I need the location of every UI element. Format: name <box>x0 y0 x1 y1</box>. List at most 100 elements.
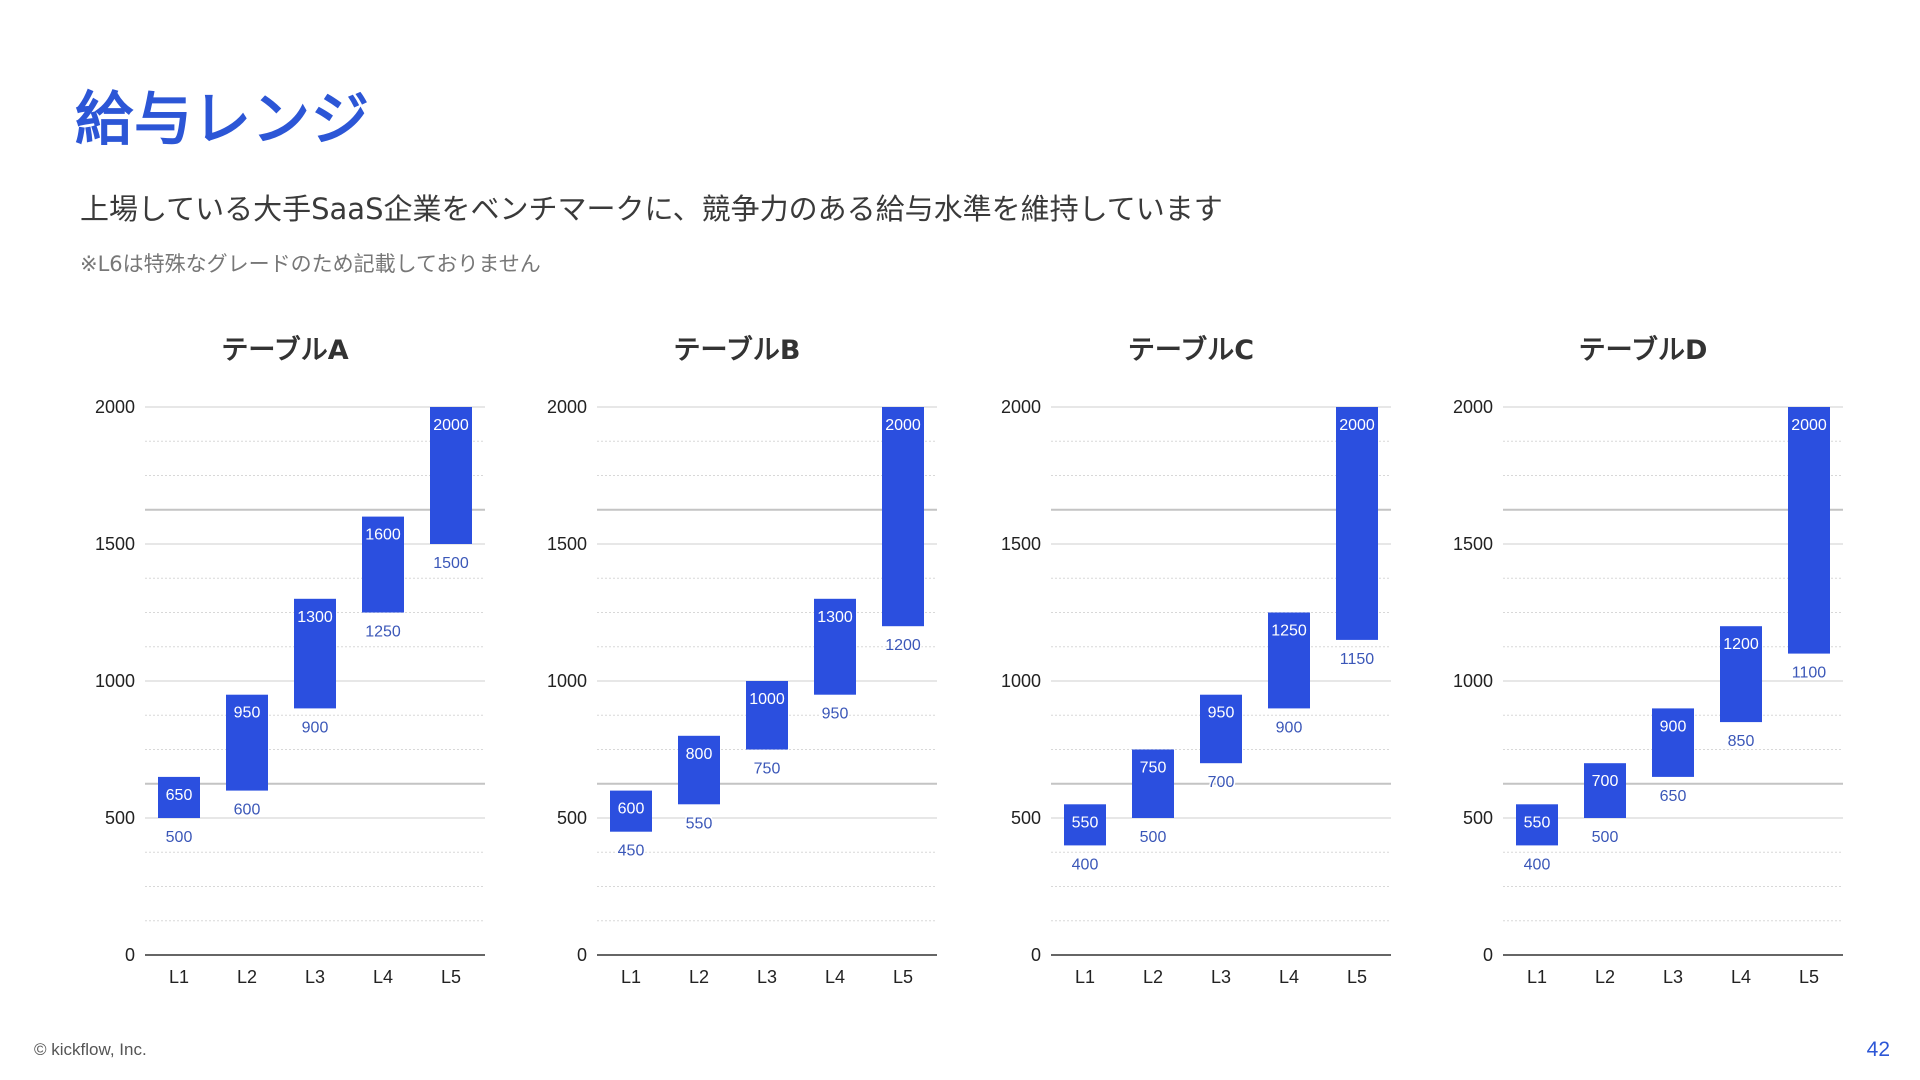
y-tick-label: 1500 <box>1001 534 1041 554</box>
range-bar <box>1200 694 1242 764</box>
y-tick-label: 0 <box>125 945 135 965</box>
max-value-label: 1300 <box>297 609 333 626</box>
min-value-label: 700 <box>1208 774 1235 791</box>
min-value-label: 900 <box>302 719 329 736</box>
range-bar <box>1268 612 1310 709</box>
max-value-label: 750 <box>1140 760 1167 777</box>
max-value-label: 2000 <box>1339 417 1375 434</box>
x-tick-label: L4 <box>1731 967 1751 987</box>
min-value-label: 500 <box>1140 829 1167 846</box>
range-bar <box>294 598 336 709</box>
max-value-label: 1300 <box>817 609 853 626</box>
range-bar <box>882 407 924 627</box>
y-tick-label: 500 <box>557 808 587 828</box>
y-tick-label: 1000 <box>547 671 587 691</box>
range-bar <box>158 776 200 818</box>
y-tick-label: 2000 <box>95 397 135 417</box>
y-tick-label: 1000 <box>95 671 135 691</box>
x-tick-label: L1 <box>621 967 641 987</box>
x-tick-label: L2 <box>689 967 709 987</box>
chart-table-c: テーブルC 0 500 1000 1500 2000 550 400 L1 750 500 L2 95… <box>966 320 1416 1000</box>
x-tick-label: L5 <box>893 967 913 987</box>
x-tick-label: L5 <box>441 967 461 987</box>
max-value-label: 1000 <box>749 691 785 708</box>
x-tick-label: L4 <box>1279 967 1299 987</box>
page-subtitle: 上場している大手SaaS企業をベンチマークに、競争力のある給与水準を維持していま… <box>80 192 1223 226</box>
min-value-label: 950 <box>822 706 849 723</box>
chart-svg: 0 500 1000 1500 2000 650 500 L1 950 600 L2 1300 900 L… <box>95 397 485 987</box>
max-value-label: 800 <box>686 746 713 763</box>
max-value-label: 900 <box>1660 718 1687 735</box>
page-title: 給与レンジ <box>75 85 371 153</box>
min-value-label: 1150 <box>1340 651 1375 668</box>
x-tick-label: L2 <box>1143 967 1163 987</box>
y-tick-label: 1500 <box>95 534 135 554</box>
chart-title: テーブルD <box>1578 335 1708 366</box>
range-bar <box>1516 804 1558 846</box>
range-bar <box>610 790 652 832</box>
max-value-label: 2000 <box>433 417 469 434</box>
x-tick-label: L3 <box>1663 967 1683 987</box>
range-bar <box>678 735 720 805</box>
min-value-label: 600 <box>234 802 261 819</box>
y-tick-label: 1000 <box>1001 671 1041 691</box>
max-value-label: 600 <box>618 801 645 818</box>
x-tick-label: L4 <box>825 967 845 987</box>
min-value-label: 750 <box>754 761 781 778</box>
copyright-text: © kickflow, Inc. <box>34 1040 147 1059</box>
x-tick-label: L3 <box>757 967 777 987</box>
range-bar <box>1652 708 1694 777</box>
min-value-label: 1100 <box>1792 665 1827 682</box>
chart-svg: 0 500 1000 1500 2000 550 400 L1 750 500 L2 950 700 L3… <box>1001 397 1391 987</box>
min-value-label: 450 <box>618 843 645 860</box>
chart-svg: 0 500 1000 1500 2000 550 400 L1 700 500 L2 900 650 L3… <box>1453 397 1843 987</box>
x-tick-label: L5 <box>1799 967 1819 987</box>
range-bar <box>226 694 268 791</box>
range-bar <box>814 598 856 695</box>
max-value-label: 550 <box>1524 814 1551 831</box>
range-bar <box>1788 407 1830 654</box>
y-tick-label: 0 <box>1483 945 1493 965</box>
chart-title: テーブルC <box>1127 335 1255 366</box>
min-value-label: 900 <box>1276 719 1303 736</box>
x-tick-label: L3 <box>305 967 325 987</box>
max-value-label: 2000 <box>885 417 921 434</box>
min-value-label: 850 <box>1728 733 1755 750</box>
range-bar <box>1064 804 1106 846</box>
max-value-label: 1250 <box>1271 623 1307 640</box>
range-bar <box>1720 626 1762 723</box>
chart-title: テーブルB <box>673 335 801 366</box>
range-bar <box>1584 763 1626 818</box>
y-tick-label: 0 <box>1031 945 1041 965</box>
chart-title: テーブルA <box>221 335 349 366</box>
chart-table-b: テーブルB 0 500 1000 1500 2000 600 450 L1 800 550 L2 10… <box>512 320 962 1000</box>
x-tick-label: L1 <box>169 967 189 987</box>
max-value-label: 1200 <box>1723 636 1759 653</box>
chart-table-d: テーブルD 0 500 1000 1500 2000 550 400 L1 700 500 L2 90… <box>1418 320 1868 1000</box>
y-tick-label: 1500 <box>547 534 587 554</box>
y-tick-label: 500 <box>1011 808 1041 828</box>
y-tick-label: 2000 <box>1453 397 1493 417</box>
max-value-label: 650 <box>166 787 193 804</box>
min-value-label: 400 <box>1524 856 1551 873</box>
range-bar <box>362 516 404 613</box>
range-bar <box>746 681 788 750</box>
x-tick-label: L3 <box>1211 967 1231 987</box>
range-bar <box>1336 407 1378 640</box>
page-number: 42 <box>1866 1038 1890 1061</box>
range-bar <box>1132 749 1174 818</box>
max-value-label: 700 <box>1592 773 1619 790</box>
min-value-label: 500 <box>1592 829 1619 846</box>
y-tick-label: 500 <box>1463 808 1493 828</box>
y-tick-label: 2000 <box>1001 397 1041 417</box>
y-tick-label: 2000 <box>547 397 587 417</box>
range-bar <box>430 407 472 544</box>
min-value-label: 1250 <box>365 624 401 641</box>
max-value-label: 950 <box>234 705 261 722</box>
chart-table-a: テーブルA 0 500 1000 1500 2000 650 500 L1 950 600 L2 13… <box>60 320 510 1000</box>
x-tick-label: L2 <box>237 967 257 987</box>
min-value-label: 500 <box>166 829 193 846</box>
y-tick-label: 0 <box>577 945 587 965</box>
y-tick-label: 1000 <box>1453 671 1493 691</box>
x-tick-label: L2 <box>1595 967 1615 987</box>
